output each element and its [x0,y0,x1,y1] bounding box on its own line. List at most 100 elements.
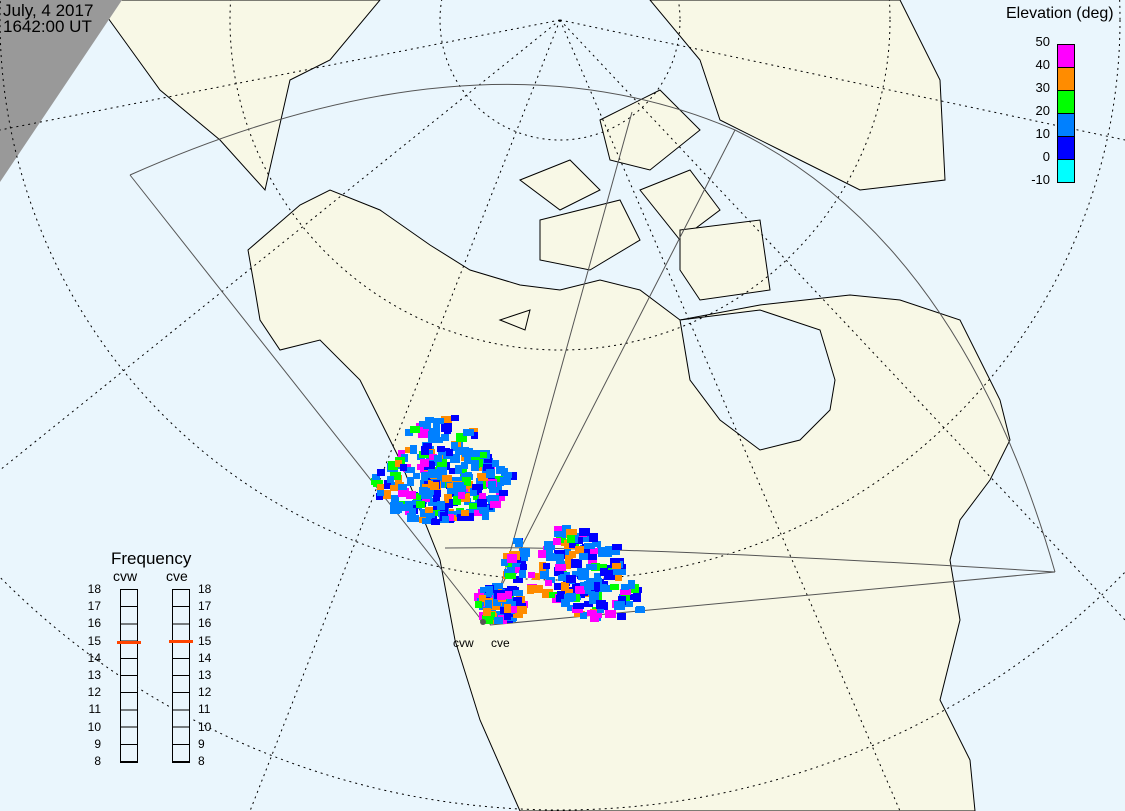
scatter-cell [434,455,442,462]
colorbar-tick-label: 10 [1035,126,1050,141]
scatter-cell [497,593,506,600]
scatter-cell [516,606,527,614]
scatter-cell [473,487,482,495]
frequency-tick-label: 14 [198,650,212,665]
scatter-cell [505,573,516,579]
scatter-cell [507,568,517,574]
frequency-bar-cvw [120,589,138,763]
scatter-cell [479,595,486,602]
scatter-cell [513,576,523,583]
scatter-cell [501,472,512,478]
scatter-cell [420,459,429,467]
scatter-cell [586,564,597,570]
scatter-cell [434,418,444,424]
scatter-cell [582,536,593,542]
scatter-cell [496,466,505,474]
scatter-cell [423,422,431,431]
frequency-tick-label: 13 [87,668,101,682]
scatter-cell [478,473,488,481]
scatter-cell [594,573,601,579]
landmasses [94,0,1011,811]
scatter-cell [528,572,535,578]
scatter-cell [501,559,508,566]
scatter-cell [477,499,487,507]
scatter-cell [434,490,441,497]
scatter-cell [449,468,457,474]
scatter-cell [451,415,459,421]
scatter-cell [509,601,516,610]
scatter-cell [471,432,478,439]
colorbar-swatch [1058,159,1074,182]
scatter-cell [596,600,606,609]
scatter-cell [424,461,435,470]
scatter-cell [554,531,564,537]
scatter-cell [457,447,464,455]
scatter-cell [479,507,487,513]
scatter-cell [589,592,599,601]
scatter-cell [571,559,582,568]
scatter-cell [405,467,415,473]
frequency-tick-label: 10 [198,719,212,734]
scatter-cell [413,473,420,479]
scatter-cell [485,586,492,592]
scatter-cell [425,507,433,513]
frequency-bar-cve [172,589,190,763]
scatter-cell [441,416,452,424]
scatter-cell [610,558,620,565]
scatter-cell [610,584,619,590]
scatter-cell [405,429,413,436]
scatter-cell [564,547,571,556]
island [599,89,701,171]
scatter-cell [433,423,440,432]
radar-label-cve: cve [491,636,510,650]
scatter-cell [564,594,574,602]
scatter-cell [453,496,461,505]
island [518,159,601,211]
scatter-cell [410,445,417,454]
scatter-cell [504,604,511,613]
scatter-cell [405,501,413,508]
scatter-cell [486,469,495,478]
scatter-cell [425,417,434,423]
scatter-cell [565,555,573,563]
scatter-cell [372,474,380,480]
scatter-cell [413,493,421,502]
scatter-cell [515,540,523,547]
scatter-cell [426,450,433,457]
scatter-cell [574,537,583,544]
scatter-cell [543,563,550,569]
scatter-cell [428,469,439,478]
scatter-cell [400,464,407,471]
scatter-cell [422,518,432,524]
scatter-cell [455,465,462,474]
scatter-cell [575,546,584,554]
scatter-cell [589,533,598,542]
scatter-cell [593,611,602,618]
scatter-cell [602,585,612,592]
scatter-cell [495,476,503,482]
scatter-cell [533,585,543,593]
land-siberia [94,0,381,192]
scatter-cell [388,461,398,470]
scatter-cell [464,455,471,464]
scatter-cell [492,460,499,467]
scatter-cell [428,436,437,442]
scatter-cell [437,467,447,476]
radar-label-cvw: cvw [453,636,474,650]
scatter-cell [471,450,481,458]
scatter-cell [598,564,607,570]
colorbar-tick-label: 40 [1035,57,1050,72]
radar-site-marker [480,619,486,625]
scatter-cell [544,541,553,550]
scatter-cell [569,551,576,558]
scatter-cell [606,570,613,579]
frequency-tick-label: 11 [88,702,101,717]
scatter-cell [473,492,482,500]
scatter-cell [617,613,626,620]
scatter-cells [371,415,645,624]
frequency-tick-label: 10 [87,719,101,734]
frequency-tick-label: 8 [94,754,101,768]
scatter-cell [542,589,553,598]
hudson-bay [679,309,836,451]
colorbar-tick-label: 50 [1035,34,1050,49]
